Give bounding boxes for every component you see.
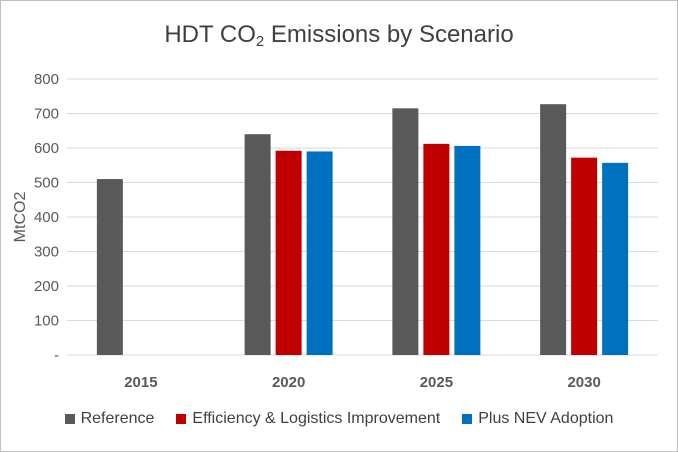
legend-swatch xyxy=(462,414,473,424)
y-axis-label: MtCO2 xyxy=(12,192,29,243)
bar xyxy=(423,143,450,355)
y-tick-label: 500 xyxy=(34,175,59,192)
chart-title-rest: Emissions by Scenario xyxy=(264,21,514,48)
y-tick-label: 700 xyxy=(34,106,59,123)
x-tick-label: 2025 xyxy=(420,374,453,391)
legend-label: Reference xyxy=(80,410,155,427)
y-tick-label: 200 xyxy=(34,278,59,295)
legend-swatch xyxy=(64,414,75,424)
chart-legend: Reference Efficiency & Logistics Improvem… xyxy=(1,410,677,428)
chart-title: HDT CO2 Emissions by Scenario xyxy=(1,21,677,50)
x-tick-label: 2020 xyxy=(272,374,305,391)
bar xyxy=(571,157,598,355)
legend-item: Efficiency & Logistics Improvement xyxy=(176,410,440,428)
bar xyxy=(454,145,481,355)
y-tick-label: 600 xyxy=(34,140,59,157)
bar xyxy=(392,108,419,355)
bar xyxy=(275,150,302,355)
y-tick-label: 400 xyxy=(34,209,59,226)
x-tick-label: 2015 xyxy=(124,374,157,391)
bar xyxy=(602,162,629,355)
bar xyxy=(540,104,567,355)
y-tick-label: 100 xyxy=(34,313,59,330)
bar xyxy=(96,179,123,355)
chart-title-subscript: 2 xyxy=(255,33,265,50)
y-tick-label: 300 xyxy=(34,244,59,261)
legend-label: Plus NEV Adoption xyxy=(478,410,614,427)
chart-title-main: HDT CO xyxy=(164,21,256,48)
bar xyxy=(306,151,333,355)
y-tick-label: 800 xyxy=(34,71,59,88)
bar xyxy=(244,134,271,355)
legend-label: Efficiency & Logistics Improvement xyxy=(192,410,441,427)
legend-swatch xyxy=(176,414,187,424)
y-tick-label: - xyxy=(54,347,59,364)
x-tick-label: 2030 xyxy=(567,374,600,391)
legend-item: Plus NEV Adoption xyxy=(462,410,613,428)
legend-item: Reference xyxy=(64,410,155,428)
